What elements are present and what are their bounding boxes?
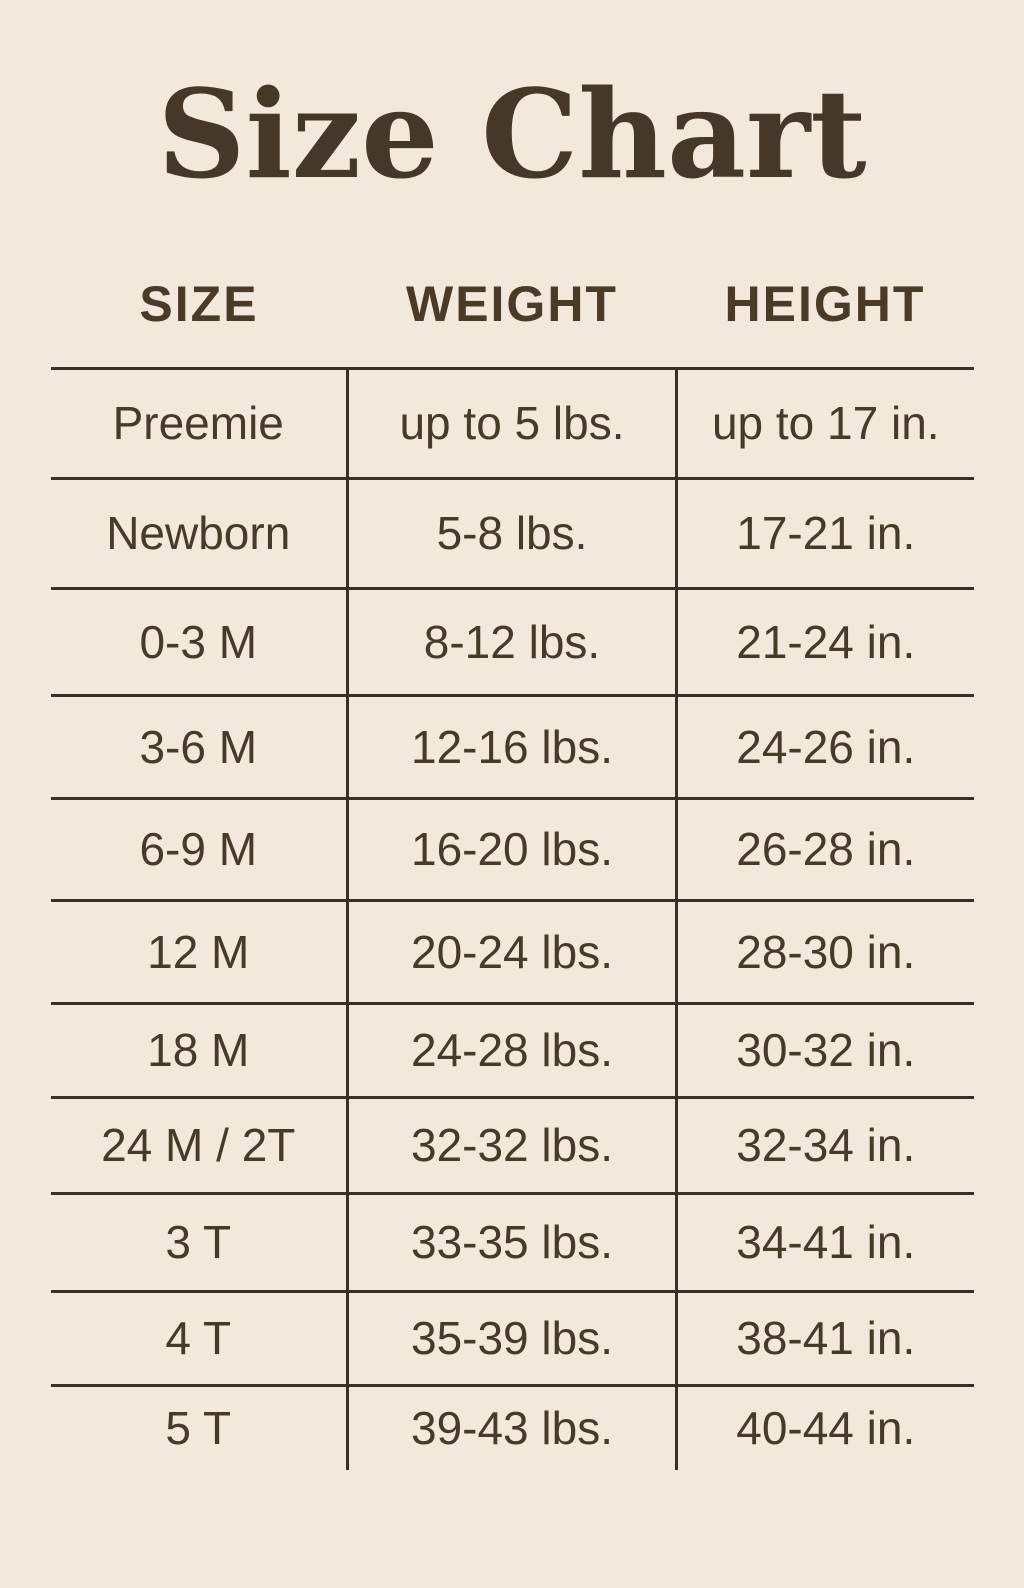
weight-cell: 33-35 lbs. (347, 1191, 677, 1291)
table-row: Newborn 5-8 lbs. 17-21 in. (50, 476, 974, 588)
height-cell: 28-30 in. (675, 898, 974, 1003)
weight-cell: up to 5 lbs. (347, 366, 677, 478)
height-cell: 30-32 in. (675, 1001, 974, 1097)
height-cell: 32-34 in. (675, 1095, 974, 1193)
table-row: 18 M 24-28 lbs. 30-32 in. (50, 1001, 974, 1097)
size-chart-table: SIZE WEIGHT HEIGHT Preemie up to 5 lbs. … (50, 216, 974, 1470)
size-cell: 3-6 M (50, 693, 349, 798)
size-cell: 6-9 M (50, 796, 349, 900)
size-cell: 3 T (50, 1191, 349, 1291)
column-header-weight: WEIGHT (406, 275, 618, 332)
weight-cell: 32-32 lbs. (347, 1095, 677, 1193)
weight-cell: 16-20 lbs. (347, 796, 677, 900)
weight-cell: 20-24 lbs. (347, 898, 677, 1003)
weight-cell: 12-16 lbs. (347, 693, 677, 798)
page-title: Size Chart (157, 62, 867, 206)
column-header-size: SIZE (139, 275, 259, 332)
table-row: 6-9 M 16-20 lbs. 26-28 in. (50, 796, 974, 900)
weight-cell: 24-28 lbs. (347, 1001, 677, 1097)
height-cell: up to 17 in. (675, 366, 974, 478)
size-cell: 18 M (50, 1001, 349, 1097)
column-header-height: HEIGHT (724, 275, 926, 332)
size-cell: 4 T (50, 1289, 349, 1385)
weight-cell: 5-8 lbs. (347, 476, 677, 588)
height-cell: 24-26 in. (675, 693, 974, 798)
size-cell: Preemie (50, 366, 349, 478)
height-cell: 40-44 in. (675, 1383, 974, 1470)
height-cell: 21-24 in. (675, 586, 974, 695)
table-row: 3 T 33-35 lbs. 34-41 in. (50, 1191, 974, 1291)
height-cell: 17-21 in. (675, 476, 974, 588)
weight-cell: 39-43 lbs. (347, 1383, 677, 1470)
header-row: SIZE WEIGHT HEIGHT (51, 216, 974, 368)
table-row: 4 T 35-39 lbs. 38-41 in. (50, 1289, 974, 1385)
size-cell: 12 M (50, 898, 349, 1003)
weight-cell: 35-39 lbs. (347, 1289, 677, 1385)
height-cell: 26-28 in. (675, 796, 974, 900)
weight-cell: 8-12 lbs. (347, 586, 677, 695)
table-row: 24 M / 2T 32-32 lbs. 32-34 in. (50, 1095, 974, 1193)
table-row: 3-6 M 12-16 lbs. 24-26 in. (50, 693, 974, 798)
table-row: 0-3 M 8-12 lbs. 21-24 in. (50, 586, 974, 695)
size-cell: 5 T (50, 1383, 349, 1470)
size-cell: 24 M / 2T (50, 1095, 349, 1193)
height-cell: 38-41 in. (675, 1289, 974, 1385)
table-row: Preemie up to 5 lbs. up to 17 in. (50, 366, 974, 478)
size-cell: 0-3 M (50, 586, 349, 695)
size-cell: Newborn (50, 476, 349, 588)
table-row: 5 T 39-43 lbs. 40-44 in. (50, 1383, 974, 1470)
table-row: 12 M 20-24 lbs. 28-30 in. (50, 898, 974, 1003)
height-cell: 34-41 in. (675, 1191, 974, 1291)
